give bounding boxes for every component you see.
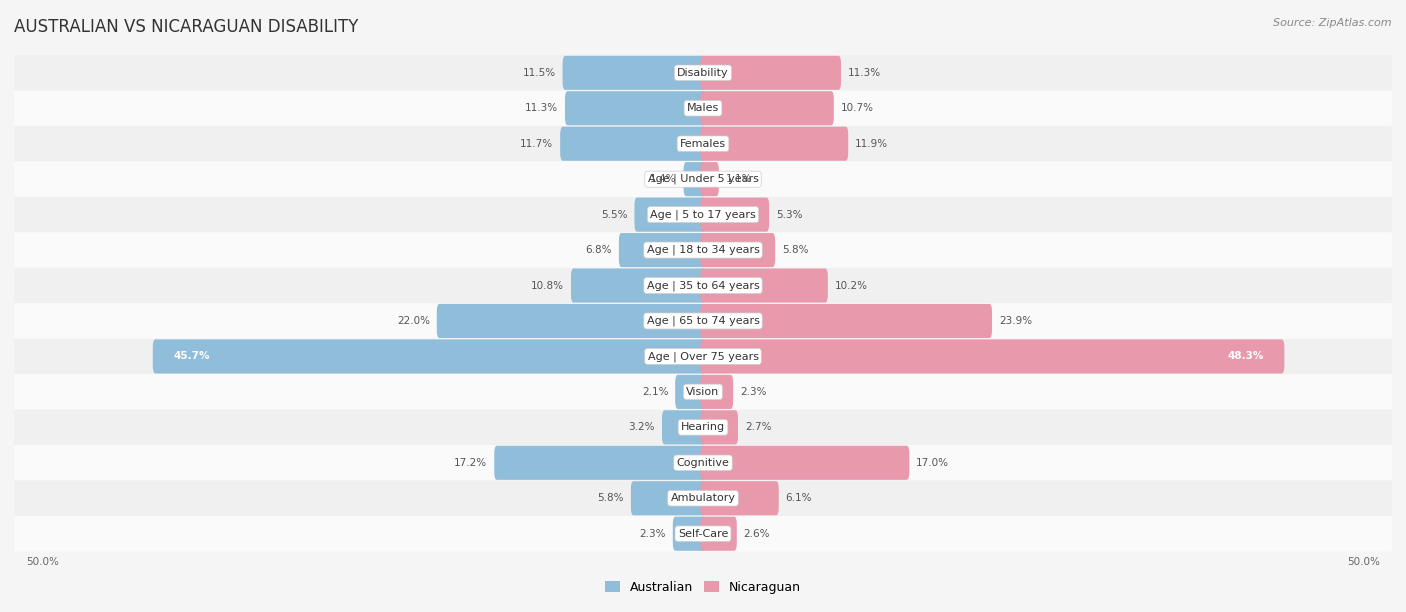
Text: 5.3%: 5.3% (776, 210, 803, 220)
Text: Disability: Disability (678, 68, 728, 78)
FancyBboxPatch shape (700, 91, 834, 125)
Text: 11.5%: 11.5% (523, 68, 555, 78)
Text: 10.8%: 10.8% (531, 280, 564, 291)
FancyBboxPatch shape (14, 516, 1392, 551)
FancyBboxPatch shape (565, 91, 706, 125)
Text: Self-Care: Self-Care (678, 529, 728, 539)
Text: 22.0%: 22.0% (396, 316, 430, 326)
FancyBboxPatch shape (700, 127, 848, 161)
Text: Age | 65 to 74 years: Age | 65 to 74 years (647, 316, 759, 326)
FancyBboxPatch shape (14, 233, 1392, 268)
FancyBboxPatch shape (14, 268, 1392, 304)
Text: 23.9%: 23.9% (998, 316, 1032, 326)
FancyBboxPatch shape (700, 304, 993, 338)
Text: Cognitive: Cognitive (676, 458, 730, 468)
FancyBboxPatch shape (700, 517, 737, 551)
Text: Hearing: Hearing (681, 422, 725, 432)
Text: 48.3%: 48.3% (1227, 351, 1264, 362)
Text: Age | Under 5 years: Age | Under 5 years (648, 174, 758, 184)
Text: 5.8%: 5.8% (782, 245, 808, 255)
Text: AUSTRALIAN VS NICARAGUAN DISABILITY: AUSTRALIAN VS NICARAGUAN DISABILITY (14, 18, 359, 36)
FancyBboxPatch shape (14, 55, 1392, 91)
Text: Source: ZipAtlas.com: Source: ZipAtlas.com (1274, 18, 1392, 28)
Text: 1.4%: 1.4% (650, 174, 676, 184)
Text: Vision: Vision (686, 387, 720, 397)
FancyBboxPatch shape (700, 198, 769, 232)
Text: Age | 35 to 64 years: Age | 35 to 64 years (647, 280, 759, 291)
Text: 5.8%: 5.8% (598, 493, 624, 503)
Text: 45.7%: 45.7% (173, 351, 209, 362)
FancyBboxPatch shape (14, 445, 1392, 480)
Text: 6.8%: 6.8% (585, 245, 612, 255)
FancyBboxPatch shape (14, 304, 1392, 338)
FancyBboxPatch shape (700, 481, 779, 515)
FancyBboxPatch shape (700, 375, 733, 409)
Text: Age | 5 to 17 years: Age | 5 to 17 years (650, 209, 756, 220)
Text: Males: Males (688, 103, 718, 113)
Text: 11.7%: 11.7% (520, 139, 553, 149)
FancyBboxPatch shape (662, 410, 706, 444)
Text: 2.3%: 2.3% (640, 529, 666, 539)
Text: 10.2%: 10.2% (835, 280, 868, 291)
FancyBboxPatch shape (562, 56, 706, 90)
FancyBboxPatch shape (571, 269, 706, 302)
Text: 10.7%: 10.7% (841, 103, 873, 113)
Text: 11.3%: 11.3% (524, 103, 558, 113)
FancyBboxPatch shape (700, 269, 828, 302)
FancyBboxPatch shape (700, 410, 738, 444)
FancyBboxPatch shape (14, 91, 1392, 126)
FancyBboxPatch shape (14, 338, 1392, 374)
Text: 11.9%: 11.9% (855, 139, 889, 149)
Text: 2.7%: 2.7% (745, 422, 772, 432)
Text: 2.3%: 2.3% (740, 387, 766, 397)
Text: 3.2%: 3.2% (628, 422, 655, 432)
Text: 11.3%: 11.3% (848, 68, 882, 78)
Text: 17.2%: 17.2% (454, 458, 488, 468)
FancyBboxPatch shape (14, 480, 1392, 516)
FancyBboxPatch shape (14, 162, 1392, 197)
Text: 1.1%: 1.1% (725, 174, 752, 184)
FancyBboxPatch shape (495, 446, 706, 480)
Text: Age | 18 to 34 years: Age | 18 to 34 years (647, 245, 759, 255)
FancyBboxPatch shape (673, 517, 706, 551)
Text: Age | Over 75 years: Age | Over 75 years (648, 351, 758, 362)
FancyBboxPatch shape (437, 304, 706, 338)
FancyBboxPatch shape (634, 198, 706, 232)
Text: 6.1%: 6.1% (786, 493, 813, 503)
FancyBboxPatch shape (675, 375, 706, 409)
FancyBboxPatch shape (153, 340, 706, 373)
FancyBboxPatch shape (700, 233, 775, 267)
FancyBboxPatch shape (14, 126, 1392, 162)
Text: 50.0%: 50.0% (27, 557, 59, 567)
FancyBboxPatch shape (14, 197, 1392, 233)
Text: 17.0%: 17.0% (917, 458, 949, 468)
FancyBboxPatch shape (700, 446, 910, 480)
Text: 2.6%: 2.6% (744, 529, 770, 539)
FancyBboxPatch shape (14, 374, 1392, 409)
FancyBboxPatch shape (700, 56, 841, 90)
Legend: Australian, Nicaraguan: Australian, Nicaraguan (600, 576, 806, 599)
Text: Females: Females (681, 139, 725, 149)
FancyBboxPatch shape (700, 162, 718, 196)
Text: Ambulatory: Ambulatory (671, 493, 735, 503)
FancyBboxPatch shape (683, 162, 706, 196)
FancyBboxPatch shape (560, 127, 706, 161)
Text: 50.0%: 50.0% (1347, 557, 1379, 567)
Text: 2.1%: 2.1% (641, 387, 668, 397)
FancyBboxPatch shape (631, 481, 706, 515)
FancyBboxPatch shape (700, 340, 1284, 373)
Text: 5.5%: 5.5% (600, 210, 627, 220)
FancyBboxPatch shape (14, 409, 1392, 445)
FancyBboxPatch shape (619, 233, 706, 267)
